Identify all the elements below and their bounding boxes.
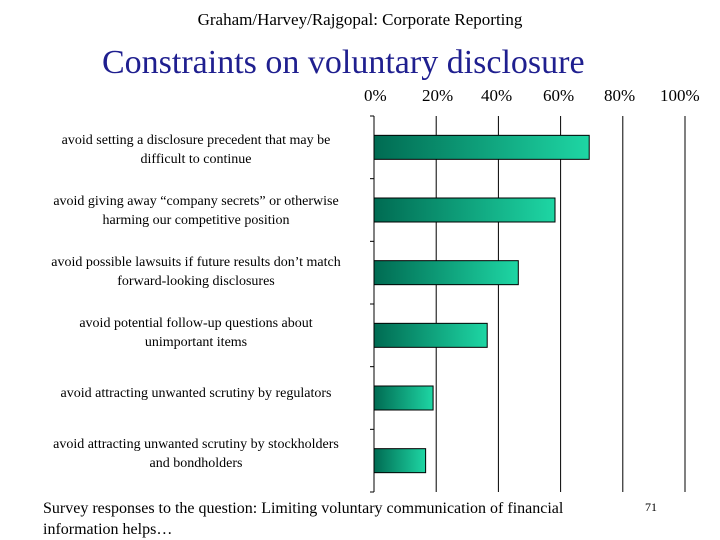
bar	[373, 385, 434, 411]
bar	[373, 197, 556, 223]
x-tick-label: 100%	[660, 86, 700, 105]
slide-caption: Survey responses to the question: Limiti…	[43, 500, 564, 538]
bar	[373, 260, 519, 286]
x-tick-label: 20%	[422, 86, 454, 105]
category-label: avoid setting a disclosure precedent tha…	[61, 133, 331, 167]
category-label: avoid possible lawsuits if future result…	[51, 255, 341, 289]
page-number: 71	[645, 500, 657, 514]
gridlines	[370, 115, 686, 493]
bar	[373, 448, 427, 474]
bar	[373, 134, 590, 160]
x-tick-label: 60%	[543, 86, 575, 105]
x-tick-label: 80%	[604, 86, 636, 105]
bars	[373, 134, 590, 474]
category-label: avoid attracting unwanted scrutiny by st…	[53, 437, 339, 471]
slide-title: Constraints on voluntary disclosure	[102, 44, 585, 81]
x-tick-label: 40%	[481, 86, 513, 105]
category-label: avoid attracting unwanted scrutiny by re…	[60, 386, 332, 401]
category-label: avoid giving away “company secrets” or o…	[53, 194, 339, 228]
x-tick-label: 0%	[364, 86, 387, 105]
bar	[373, 322, 488, 348]
category-label: avoid potential follow-up questions abou…	[79, 316, 313, 350]
slide-header: Graham/Harvey/Rajgopal: Corporate Report…	[197, 10, 523, 29]
